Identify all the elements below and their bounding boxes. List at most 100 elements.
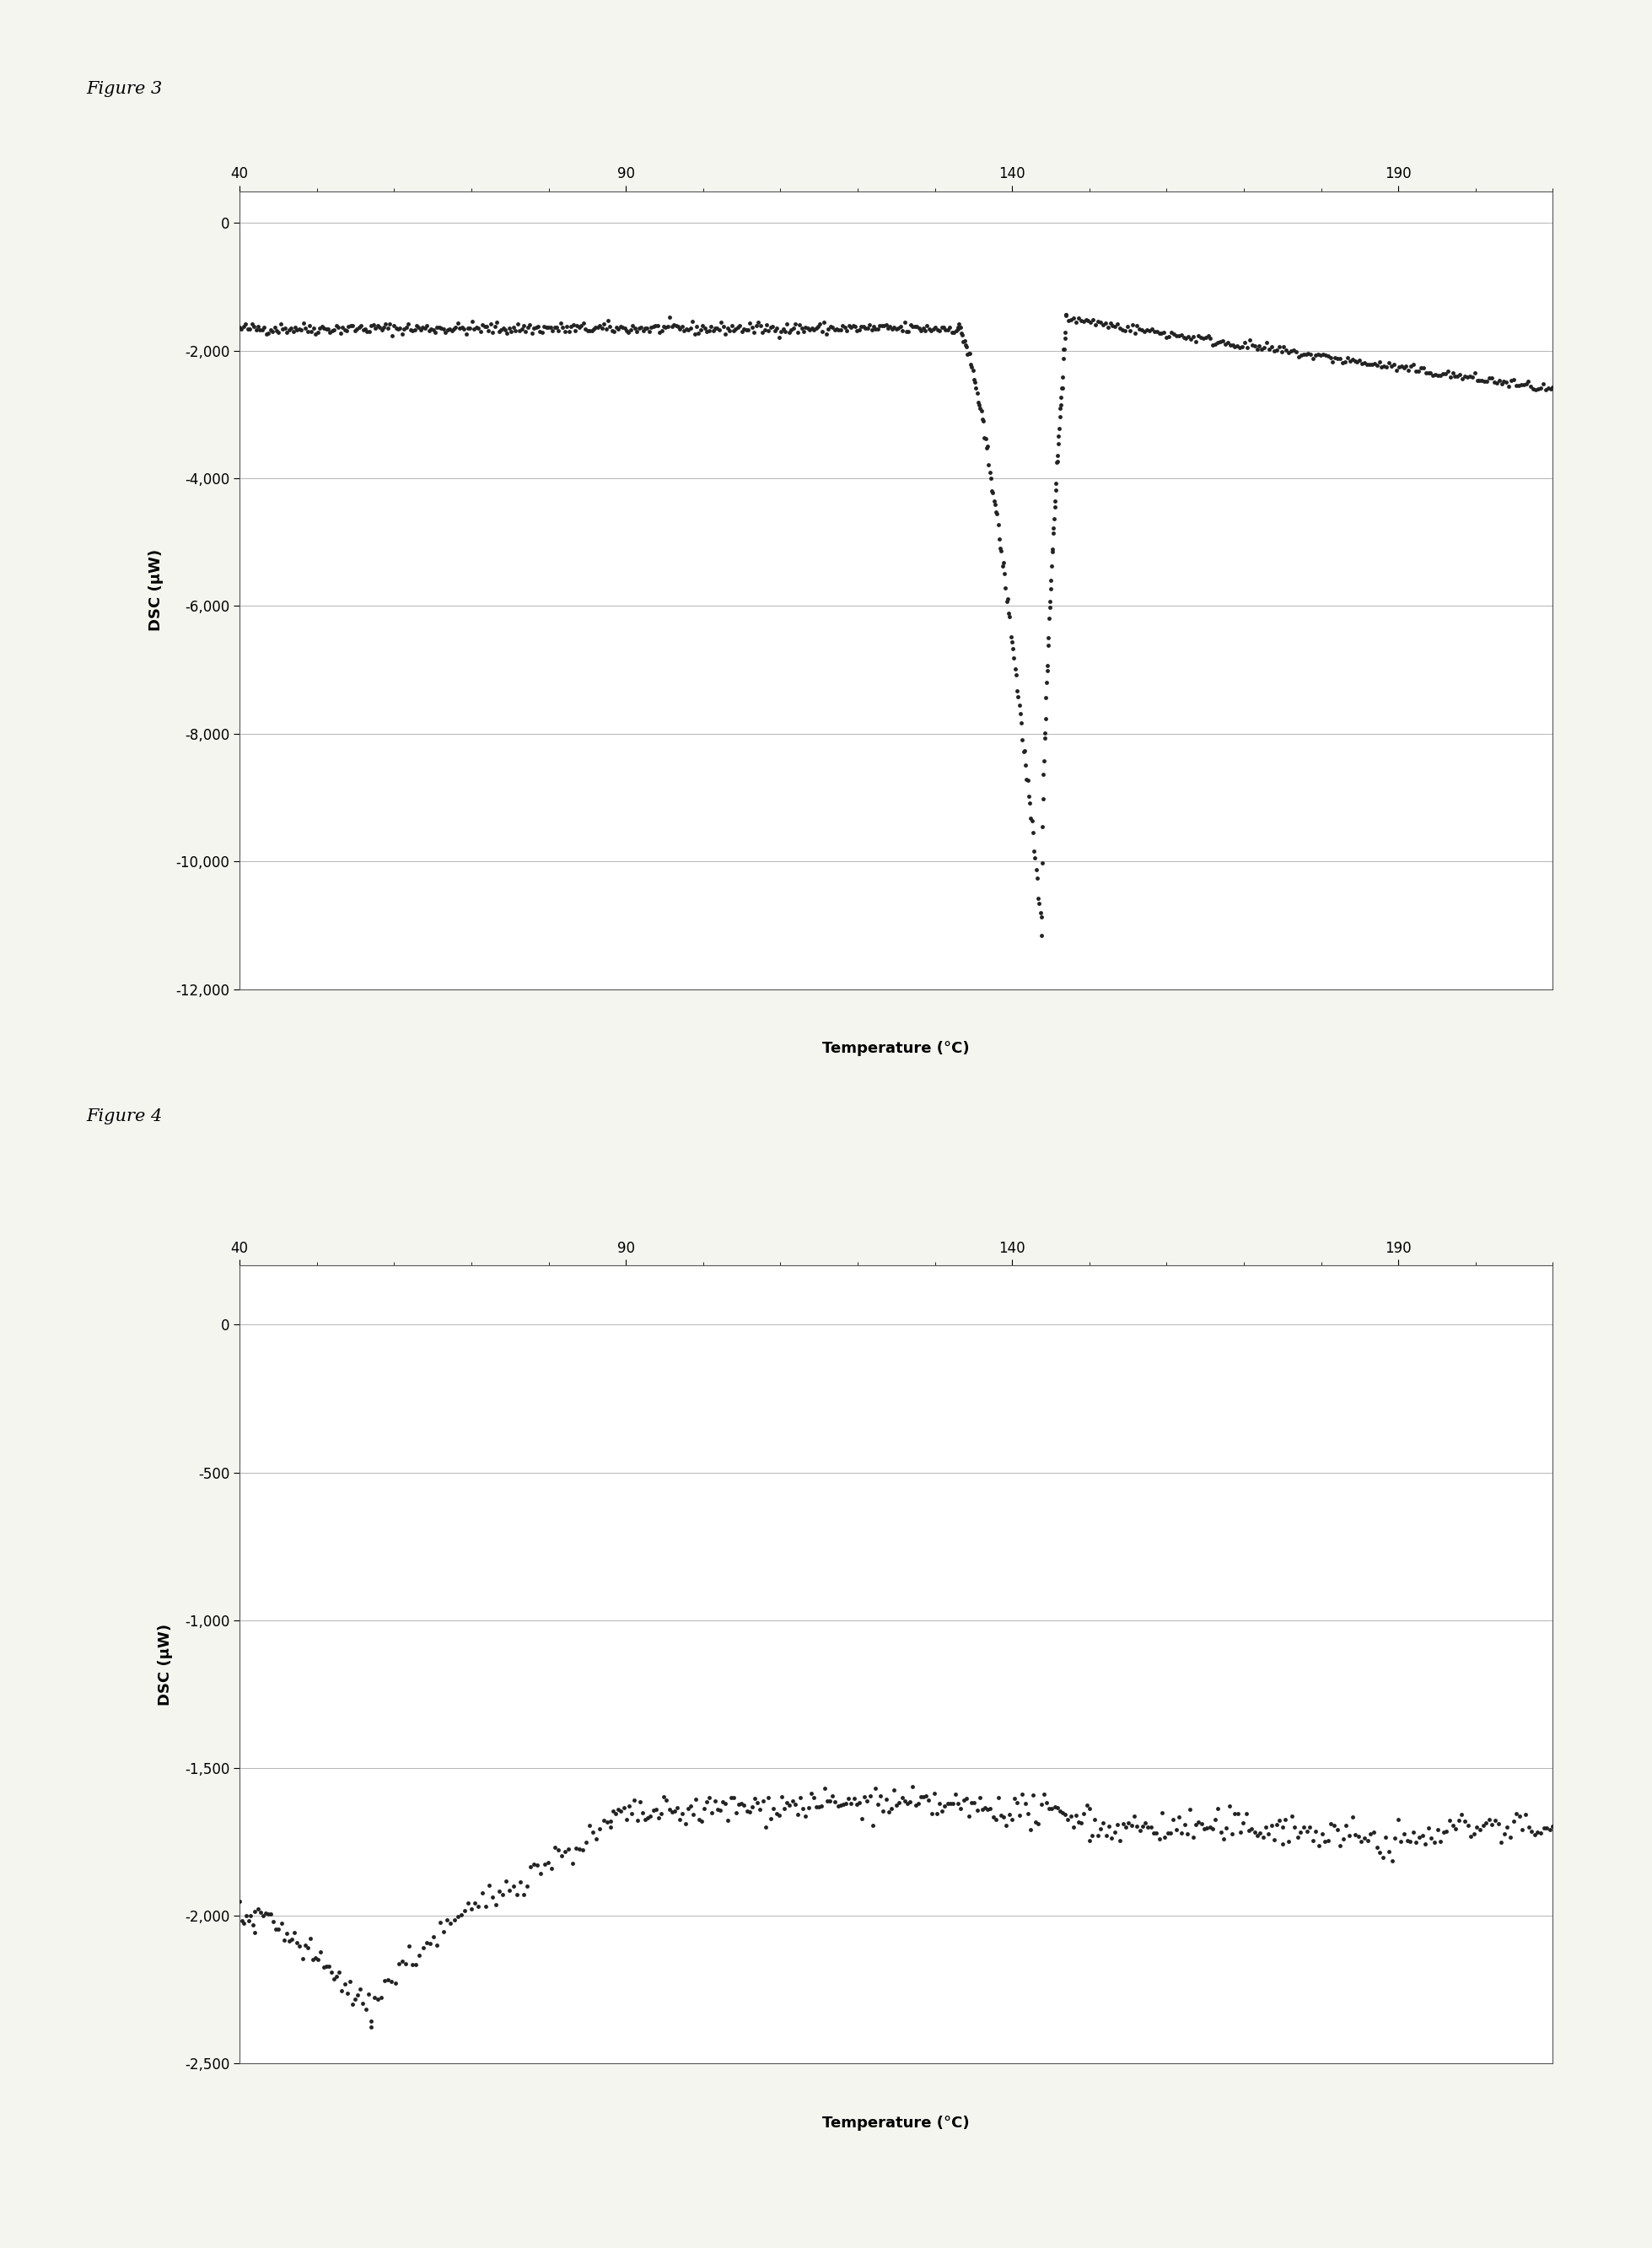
Point — [1024, 861, 1051, 897]
Point — [1028, 1787, 1054, 1823]
Point — [760, 1789, 786, 1825]
Point — [476, 1868, 502, 1904]
Point — [552, 315, 578, 351]
Point — [758, 308, 785, 344]
Point — [586, 308, 613, 344]
Point — [400, 1947, 426, 1983]
Point — [583, 1821, 610, 1857]
Point — [226, 1884, 253, 1920]
Point — [988, 1798, 1014, 1834]
Point — [790, 1789, 816, 1825]
Point — [578, 312, 605, 348]
Point — [1057, 1798, 1084, 1834]
Point — [401, 312, 428, 348]
Point — [344, 310, 370, 346]
Point — [1429, 355, 1455, 391]
Point — [864, 1787, 890, 1823]
Point — [1031, 758, 1057, 794]
Point — [1312, 337, 1338, 373]
Point — [793, 1798, 819, 1834]
Point — [1294, 1814, 1320, 1850]
Point — [1346, 342, 1373, 378]
Point — [1122, 315, 1148, 351]
Point — [1148, 315, 1175, 351]
Point — [479, 315, 506, 351]
Point — [1340, 342, 1366, 378]
Point — [316, 310, 342, 346]
Point — [1335, 339, 1361, 375]
Point — [496, 310, 522, 346]
Point — [1239, 1812, 1265, 1848]
Point — [1500, 362, 1526, 398]
Point — [1051, 321, 1077, 357]
Point — [385, 310, 411, 346]
Point — [938, 315, 965, 351]
Point — [1183, 324, 1209, 360]
Point — [702, 1783, 729, 1819]
Point — [329, 310, 355, 346]
Point — [1348, 1823, 1374, 1859]
Point — [354, 312, 380, 348]
Point — [261, 1904, 287, 1940]
Point — [1297, 1810, 1323, 1846]
Point — [1290, 337, 1317, 373]
Point — [241, 1893, 268, 1929]
Point — [1018, 1812, 1044, 1848]
Point — [654, 308, 681, 344]
Point — [583, 310, 610, 346]
Point — [1018, 800, 1044, 836]
Point — [1175, 1816, 1201, 1852]
Point — [778, 312, 805, 348]
Point — [1194, 1810, 1221, 1846]
Point — [1525, 371, 1551, 407]
Point — [1037, 584, 1064, 620]
Point — [684, 308, 710, 344]
Point — [1305, 1828, 1332, 1864]
Point — [1275, 1823, 1302, 1859]
Point — [1272, 1803, 1298, 1839]
Point — [1300, 339, 1327, 375]
Point — [1538, 371, 1564, 407]
Point — [1249, 330, 1275, 366]
Point — [712, 317, 738, 353]
Point — [1203, 1801, 1229, 1837]
Point — [1115, 1805, 1142, 1841]
Point — [773, 1785, 800, 1821]
Point — [947, 306, 973, 342]
Point — [1117, 312, 1143, 348]
Point — [884, 310, 910, 346]
Point — [1211, 1821, 1237, 1857]
Point — [862, 310, 889, 346]
Point — [1061, 299, 1087, 335]
Point — [1368, 348, 1394, 384]
Point — [1467, 362, 1493, 398]
Point — [1332, 344, 1358, 380]
Point — [1023, 841, 1049, 877]
Point — [661, 1794, 687, 1830]
Point — [1003, 656, 1029, 692]
Y-axis label: DSC (μW): DSC (μW) — [149, 549, 164, 632]
Point — [631, 310, 657, 346]
Point — [1044, 425, 1070, 461]
Point — [966, 387, 993, 423]
Point — [1014, 762, 1041, 798]
Point — [261, 310, 287, 346]
Point — [347, 1971, 373, 2007]
Point — [1535, 371, 1561, 407]
Point — [396, 312, 423, 348]
Point — [410, 308, 436, 344]
Point — [1023, 1805, 1049, 1841]
Point — [694, 1785, 720, 1821]
Point — [952, 328, 978, 364]
Point — [710, 1785, 737, 1821]
Point — [639, 308, 666, 344]
Point — [771, 315, 798, 351]
Point — [363, 308, 390, 344]
Point — [877, 308, 904, 344]
Point — [1019, 1776, 1046, 1812]
Point — [966, 391, 993, 427]
Point — [1282, 1810, 1308, 1846]
Point — [676, 312, 702, 348]
Point — [1241, 1814, 1267, 1850]
Point — [1047, 1794, 1074, 1830]
